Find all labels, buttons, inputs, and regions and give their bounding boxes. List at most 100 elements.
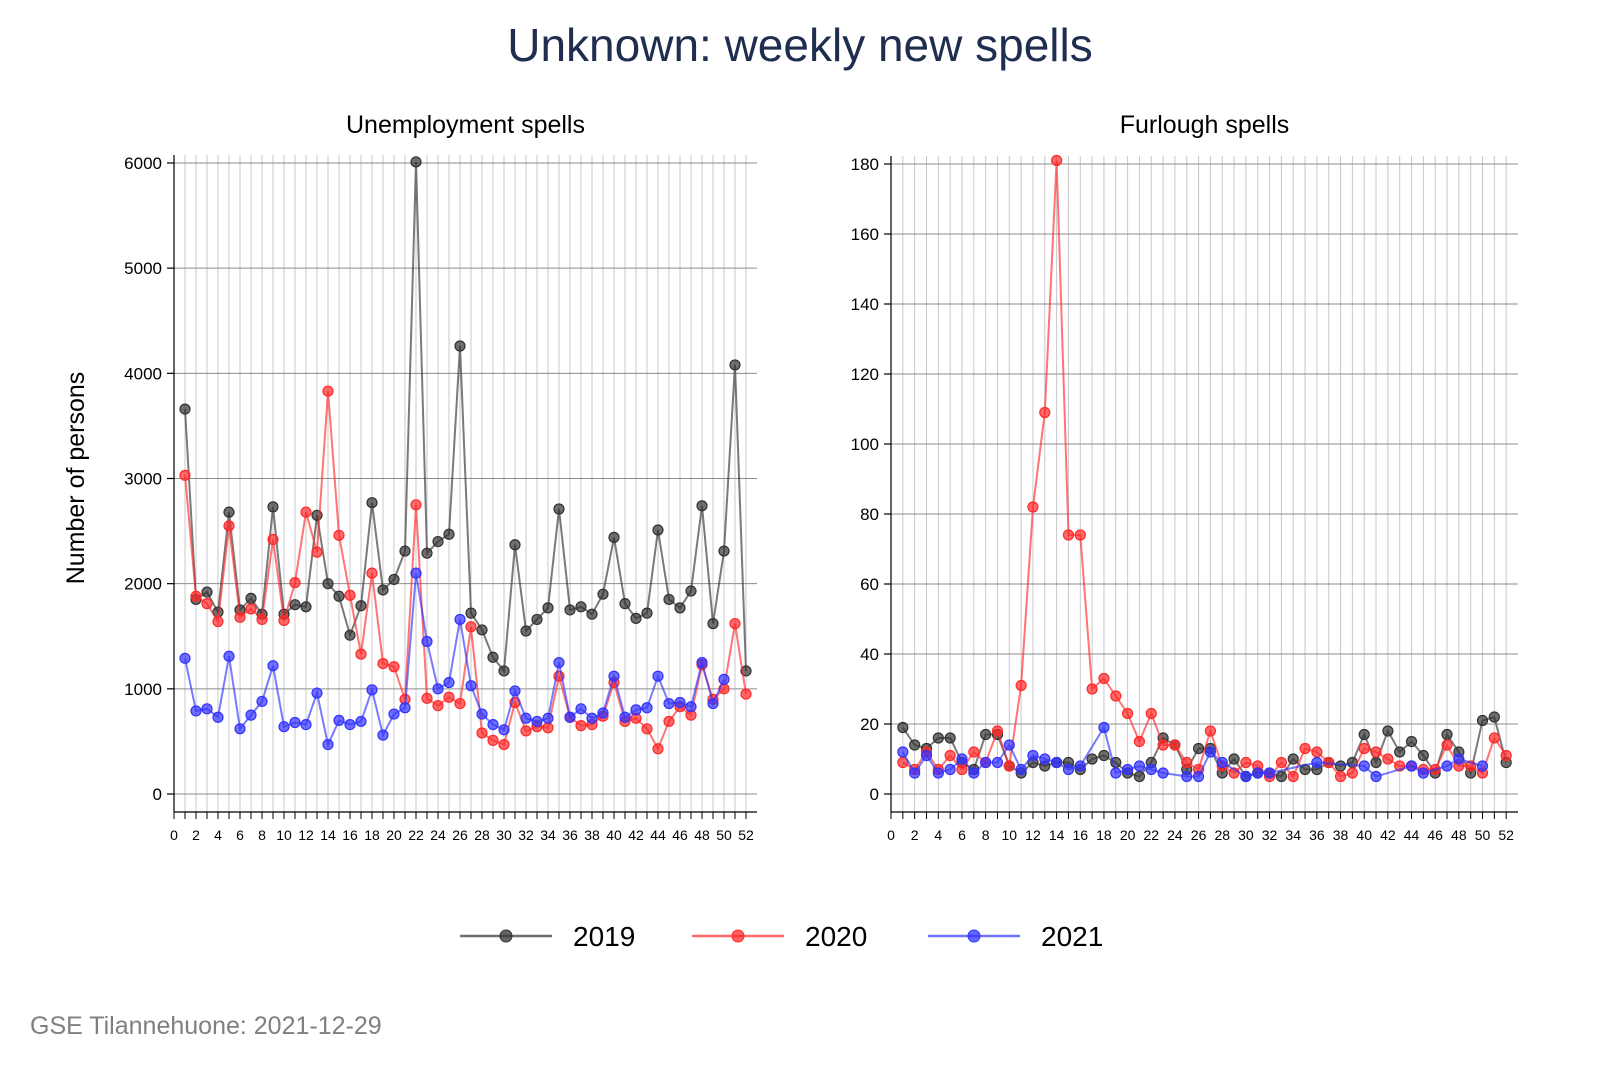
x-tick-label: 34 (1285, 827, 1301, 843)
data-point (1181, 756, 1193, 769)
data-point (619, 598, 631, 610)
data-point (223, 520, 235, 532)
data-point (1157, 767, 1169, 779)
data-point (366, 497, 378, 509)
data-point (1263, 767, 1276, 779)
data-point (421, 692, 433, 704)
x-tick-label: 52 (738, 827, 754, 843)
data-point (663, 593, 675, 606)
data-point (1405, 760, 1418, 772)
data-point (1441, 728, 1453, 741)
x-tick-label: 36 (562, 827, 578, 843)
data-point (909, 767, 921, 779)
data-point (1086, 683, 1098, 695)
x-tick-label: 22 (1143, 827, 1159, 843)
data-point (1394, 746, 1406, 758)
data-point (586, 712, 598, 724)
data-point (1441, 760, 1453, 772)
legend-item-2021: 2021 (928, 921, 1103, 952)
data-point (932, 732, 944, 744)
x-tick-label: 44 (650, 827, 666, 843)
y-tick-label: 2000 (124, 575, 162, 594)
data-point (399, 702, 411, 714)
data-point (1358, 728, 1370, 741)
data-point (399, 545, 411, 557)
data-point (968, 767, 980, 779)
data-point (1358, 760, 1370, 772)
data-point (520, 712, 532, 724)
data-point (179, 652, 191, 664)
x-tick-label: 14 (1049, 827, 1065, 843)
data-point (520, 725, 532, 737)
data-point (553, 656, 565, 669)
data-point (641, 702, 653, 714)
data-point (991, 725, 1004, 737)
footer-note: GSE Tilannehuone: 2021-12-29 (30, 1012, 382, 1040)
data-point (212, 615, 224, 628)
y-tick-label: 6000 (124, 154, 162, 173)
data-point (1027, 749, 1039, 762)
x-tick-label: 4 (934, 827, 942, 843)
data-point (729, 359, 741, 371)
data-point (1181, 770, 1193, 783)
x-tick-label: 20 (386, 827, 402, 843)
data-point (366, 567, 378, 579)
data-point (355, 715, 367, 728)
panel-title: Unemployment spells (346, 111, 585, 139)
x-tick-label: 40 (606, 827, 622, 843)
data-point (1275, 756, 1287, 769)
data-point (909, 739, 921, 751)
data-point (531, 613, 543, 626)
data-point (1240, 756, 1252, 769)
legend-label: 2019 (573, 921, 635, 952)
x-tick-label: 0 (170, 827, 178, 843)
x-tick-label: 36 (1309, 827, 1325, 843)
x-tick-label: 6 (236, 827, 244, 843)
x-tick-label: 16 (342, 827, 358, 843)
data-point (520, 625, 532, 637)
data-point (333, 529, 345, 541)
data-point (564, 604, 576, 616)
data-point (344, 589, 356, 601)
data-point (542, 602, 554, 614)
data-point (707, 618, 719, 630)
data-point (696, 500, 708, 512)
data-point (443, 528, 455, 540)
data-point (1476, 714, 1489, 727)
data-point (223, 650, 235, 662)
data-point (311, 546, 323, 558)
x-tick-label: 32 (518, 827, 534, 843)
data-point (256, 695, 268, 708)
data-point (608, 670, 620, 682)
x-tick-label: 52 (1498, 827, 1514, 843)
x-tick-label: 12 (298, 827, 314, 843)
legend-label: 2021 (1041, 921, 1103, 952)
data-point (498, 665, 510, 677)
data-point (234, 723, 246, 735)
data-point (333, 714, 345, 726)
x-tick-label: 40 (1356, 827, 1372, 843)
y-axis-label: Number of persons (62, 372, 90, 585)
data-point (267, 501, 279, 513)
x-tick-label: 46 (1427, 827, 1443, 843)
series-2020 (179, 385, 752, 755)
data-point (179, 469, 191, 481)
x-tick-label: 14 (320, 827, 336, 843)
data-point (897, 721, 909, 734)
data-point (1003, 760, 1015, 772)
data-point (465, 607, 477, 619)
x-tick-label: 8 (258, 827, 266, 843)
x-tick-label: 48 (694, 827, 710, 843)
legend-label: 2020 (805, 921, 867, 952)
x-tick-label: 6 (958, 827, 966, 843)
data-point (897, 746, 909, 758)
data-point (663, 715, 675, 728)
x-tick-label: 42 (628, 827, 644, 843)
data-point (311, 687, 323, 699)
data-point (1062, 763, 1075, 776)
data-point (1098, 749, 1110, 762)
data-point (1110, 690, 1122, 702)
data-point (234, 611, 246, 623)
data-point (289, 577, 301, 589)
y-tick-label: 180 (851, 155, 879, 174)
